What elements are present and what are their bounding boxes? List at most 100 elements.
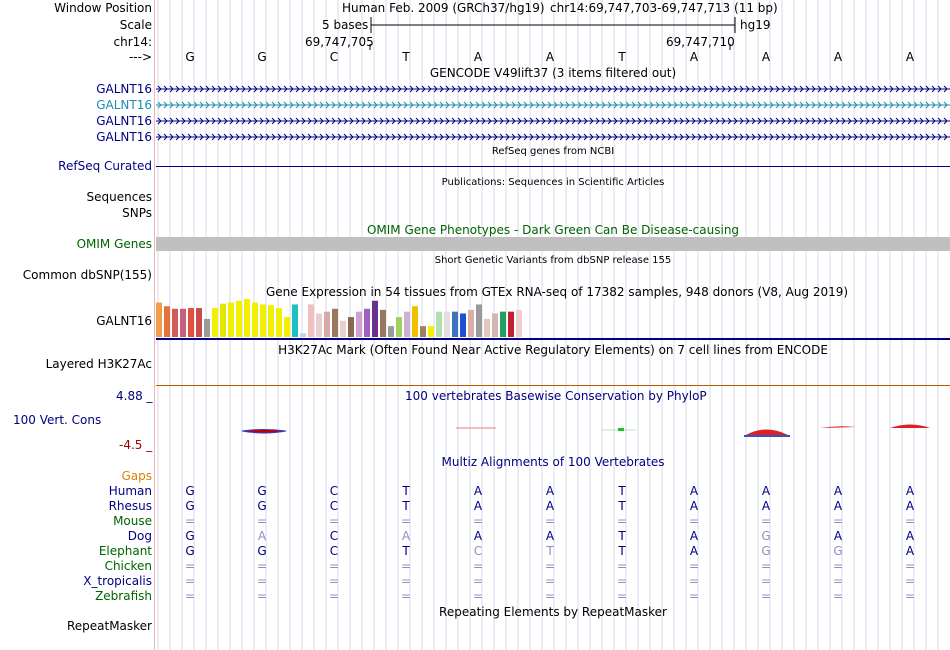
strand-arrow — [703, 133, 708, 141]
species-label[interactable]: X_tropicalis — [83, 574, 152, 588]
strand-arrow — [205, 133, 210, 141]
strand-arrow — [661, 133, 666, 141]
strand-arrow — [541, 85, 546, 93]
strand-arrow — [763, 101, 768, 109]
gencode-gene-line[interactable] — [156, 116, 950, 126]
strand-arrow — [529, 101, 534, 109]
strand-arrow — [613, 101, 618, 109]
species-label[interactable]: Dog — [127, 529, 152, 543]
strand-arrow — [553, 133, 558, 141]
gtex-expression-bars[interactable] — [156, 298, 950, 340]
repeatmasker-track-label[interactable]: RepeatMasker — [66, 619, 152, 633]
strand-arrow — [235, 101, 240, 109]
strand-arrow — [847, 101, 852, 109]
strand-arrow — [433, 117, 438, 125]
species-label[interactable]: Mouse — [113, 514, 152, 528]
strand-arrow — [769, 117, 774, 125]
refseq-track-label[interactable]: RefSeq Curated — [58, 159, 152, 173]
refseq-gene-line[interactable] — [156, 166, 950, 167]
sequences-track-label[interactable]: Sequences — [86, 190, 152, 204]
strand-arrow — [943, 101, 948, 109]
gtex-tissue-bar — [172, 308, 178, 337]
omim-gene-bar[interactable] — [156, 237, 950, 251]
strand-arrow — [811, 85, 816, 93]
omim-track-title: OMIM Gene Phenotypes - Dark Green Can Be… — [366, 223, 740, 237]
strand-arrow — [391, 85, 396, 93]
gencode-gene-line[interactable] — [156, 100, 950, 110]
species-label[interactable]: Human — [108, 484, 152, 498]
gencode-gene-line[interactable] — [156, 132, 950, 142]
strand-arrow — [643, 117, 648, 125]
strand-arrow — [517, 101, 522, 109]
aligned-base: = — [400, 559, 412, 573]
coord-left: 69,747,705 — [305, 35, 374, 49]
phylop-track-label[interactable]: 100 Vert. Cons — [13, 413, 102, 427]
strand-arrow — [211, 101, 216, 109]
strand-arrow — [475, 85, 480, 93]
strand-arrow — [169, 133, 174, 141]
aligned-base: A — [761, 499, 771, 513]
strand-arrow — [457, 117, 462, 125]
strand-arrow — [439, 85, 444, 93]
strand-arrow — [943, 117, 948, 125]
gtex-tissue-bar — [476, 304, 482, 337]
strand-arrow — [601, 101, 606, 109]
strand-arrow — [373, 117, 378, 125]
species-label[interactable]: Zebrafish — [95, 589, 152, 603]
strand-arrow — [385, 117, 390, 125]
species-label[interactable]: Rhesus — [108, 499, 152, 513]
aligned-base: = — [904, 514, 916, 528]
gencode-gene-line[interactable] — [156, 84, 950, 94]
gtex-tissue-bar — [372, 300, 378, 337]
gtex-tissue-bar — [428, 326, 434, 337]
strand-arrow — [217, 117, 222, 125]
aligned-base: A — [833, 499, 843, 513]
strand-arrow — [589, 101, 594, 109]
strand-arrow — [631, 85, 636, 93]
strand-arrow — [331, 117, 336, 125]
dbsnp-track-label[interactable]: Common dbSNP(155) — [22, 268, 152, 282]
gencode-gene-label[interactable]: GALNT16 — [96, 130, 152, 144]
gtex-tissue-bar — [436, 311, 442, 337]
omim-track-label[interactable]: OMIM Genes — [76, 237, 152, 251]
strand-arrow — [349, 101, 354, 109]
strand-arrow — [799, 101, 804, 109]
gencode-gene-label[interactable]: GALNT16 — [96, 114, 152, 128]
gencode-gene-label[interactable]: GALNT16 — [96, 82, 152, 96]
strand-arrow — [187, 101, 192, 109]
gtex-tissue-bar — [444, 311, 450, 337]
strand-arrow — [487, 101, 492, 109]
gtex-track-label[interactable]: GALNT16 — [96, 314, 152, 328]
strand-arrow — [409, 85, 414, 93]
strand-arrow — [421, 85, 426, 93]
species-label[interactable]: Chicken — [104, 559, 152, 573]
aligned-base: A — [689, 499, 699, 513]
gencode-gene-label[interactable]: GALNT16 — [96, 98, 152, 112]
h3k27ac-track-label[interactable]: Layered H3K27Ac — [45, 357, 152, 371]
strand-arrow — [505, 133, 510, 141]
strand-arrow — [799, 85, 804, 93]
phylop-conservation-plot[interactable] — [156, 402, 950, 442]
strand-arrow — [919, 117, 924, 125]
strand-arrow — [739, 85, 744, 93]
strand-arrow — [175, 85, 180, 93]
strand-arrow — [757, 85, 762, 93]
snps-track-label[interactable]: SNPs — [122, 206, 152, 220]
strand-arrow — [379, 117, 384, 125]
strand-arrow — [559, 133, 564, 141]
strand-arrow — [739, 133, 744, 141]
strand-arrow — [655, 85, 660, 93]
strand-arrow — [295, 101, 300, 109]
gtex-tissue-bar — [412, 306, 418, 337]
scale-db: hg19 — [740, 18, 771, 32]
strand-arrow — [247, 85, 252, 93]
strand-arrow — [517, 133, 522, 141]
strand-arrow — [169, 117, 174, 125]
species-label[interactable]: Elephant — [98, 544, 152, 558]
strand-arrow — [841, 101, 846, 109]
strand-arrow — [529, 117, 534, 125]
gtex-tissue-bar — [284, 317, 290, 337]
strand-arrow — [823, 133, 828, 141]
strand-arrow — [757, 101, 762, 109]
strand-arrow — [613, 85, 618, 93]
